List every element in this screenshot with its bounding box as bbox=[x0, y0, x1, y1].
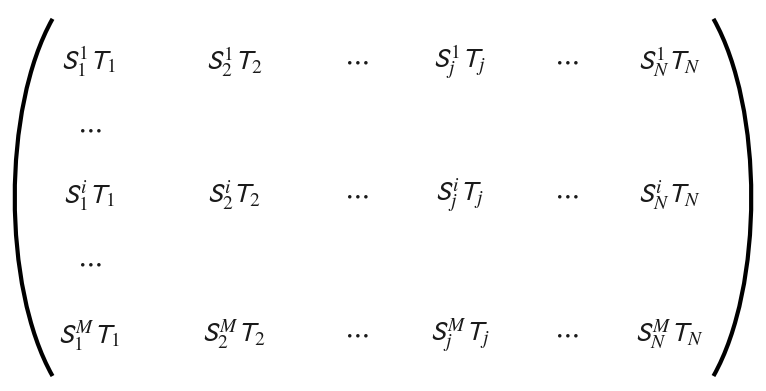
Text: $\cdots$: $\cdots$ bbox=[554, 183, 578, 208]
Text: $\cdots$: $\cdots$ bbox=[554, 323, 578, 348]
Text: $\cdots$: $\cdots$ bbox=[77, 118, 101, 143]
Text: $\cdots$: $\cdots$ bbox=[554, 49, 578, 74]
Text: $\mathsf{S}_1^i\mathsf{T}_1$: $\mathsf{S}_1^i\mathsf{T}_1$ bbox=[63, 178, 116, 213]
Text: $\mathsf{S}_N^1\mathsf{T}_N$: $\mathsf{S}_N^1\mathsf{T}_N$ bbox=[638, 44, 700, 79]
Text: $\cdots$: $\cdots$ bbox=[344, 323, 368, 348]
Text: $\mathsf{S}_j^1\mathsf{T}_j$: $\mathsf{S}_j^1\mathsf{T}_j$ bbox=[433, 42, 486, 81]
Text: $\mathsf{S}_2^M\mathsf{T}_2$: $\mathsf{S}_2^M\mathsf{T}_2$ bbox=[202, 318, 266, 352]
Text: $\mathsf{S}_1^M\mathsf{T}_1$: $\mathsf{S}_1^M\mathsf{T}_1$ bbox=[58, 318, 120, 353]
Text: $\mathsf{S}_N^i\mathsf{T}_N$: $\mathsf{S}_N^i\mathsf{T}_N$ bbox=[638, 178, 700, 213]
Text: $\mathsf{S}_N^M\mathsf{T}_N$: $\mathsf{S}_N^M\mathsf{T}_N$ bbox=[635, 318, 703, 352]
Text: $\cdots$: $\cdots$ bbox=[344, 49, 368, 74]
Text: $\mathsf{S}_j^i\mathsf{T}_j$: $\mathsf{S}_j^i\mathsf{T}_j$ bbox=[435, 176, 484, 215]
Text: $\mathsf{S}_2^1\mathsf{T}_2$: $\mathsf{S}_2^1\mathsf{T}_2$ bbox=[206, 44, 263, 79]
Text: $\mathsf{S}_1^1\mathsf{T}_1$: $\mathsf{S}_1^1\mathsf{T}_1$ bbox=[61, 44, 117, 79]
Text: $\cdots$: $\cdots$ bbox=[77, 251, 101, 276]
Text: $\mathsf{S}_2^i\mathsf{T}_2$: $\mathsf{S}_2^i\mathsf{T}_2$ bbox=[207, 178, 261, 213]
Text: $\mathsf{S}_j^M\mathsf{T}_j$: $\mathsf{S}_j^M\mathsf{T}_j$ bbox=[430, 316, 489, 354]
Text: $\cdots$: $\cdots$ bbox=[344, 183, 368, 208]
